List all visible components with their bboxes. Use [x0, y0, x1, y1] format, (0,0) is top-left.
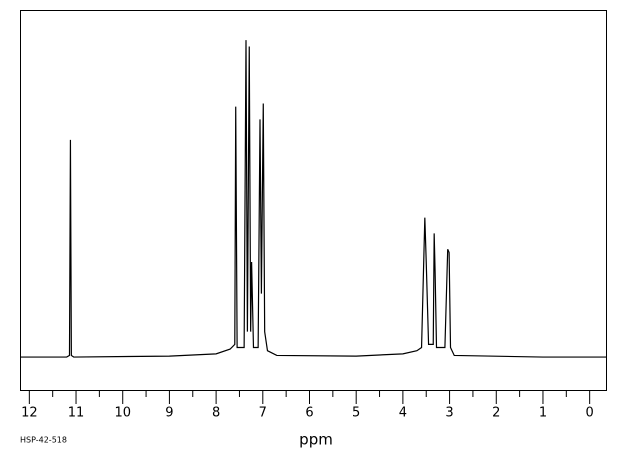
x-tick-label: 8	[212, 406, 220, 421]
x-tick-label: 12	[21, 406, 38, 421]
x-tick-label: 9	[165, 406, 173, 421]
caption: HSP-42-518	[20, 436, 67, 445]
x-tick-label: 11	[68, 406, 85, 421]
spectrum-line	[20, 40, 606, 358]
x-tick-label: 3	[445, 406, 453, 421]
plot-frame	[20, 10, 607, 391]
x-tick-label: 7	[259, 406, 267, 421]
x-tick-label: 0	[586, 406, 594, 421]
x-tick-label: 6	[305, 406, 313, 421]
x-tick-label: 2	[492, 406, 500, 421]
x-tick-label: 1	[539, 406, 547, 421]
x-tick-label: 5	[352, 406, 360, 421]
x-tick-label: 4	[399, 406, 407, 421]
x-axis-label: ppm	[299, 431, 333, 449]
x-tick-label: 10	[114, 406, 131, 421]
